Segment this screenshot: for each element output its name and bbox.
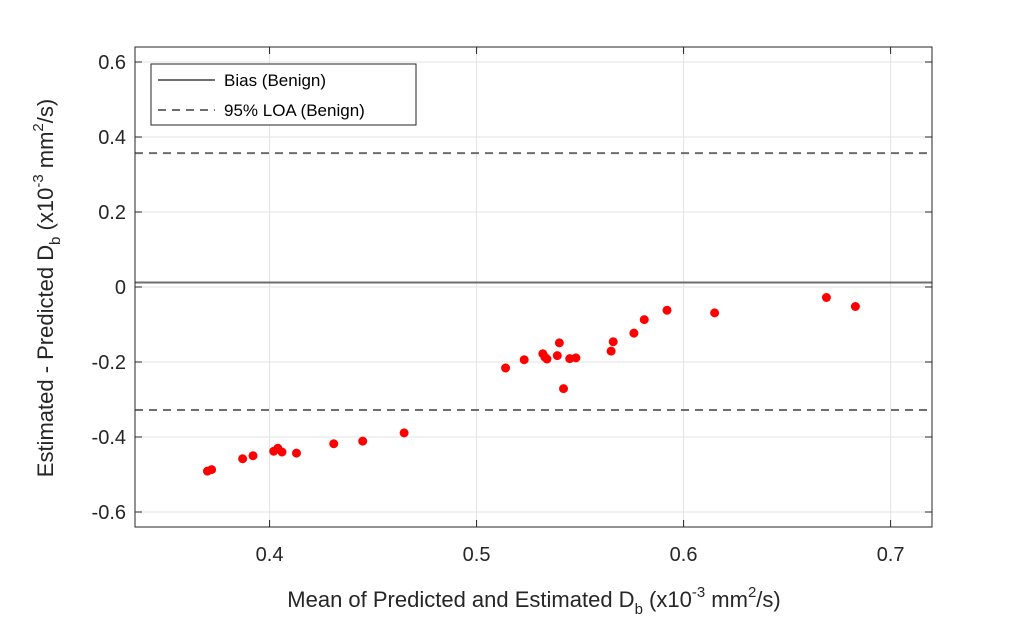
data-point-24 <box>639 315 649 325</box>
data-point-6 <box>277 447 287 457</box>
x-tick-label-0: 0.4 <box>256 544 284 566</box>
y-axis-ticks: -0.6 -0.4 -0.2 0 0.2 0.4 0.6 <box>92 52 932 524</box>
y-tick-label-6: 0.6 <box>98 52 126 74</box>
x-axis-ticks: 0.4 0.5 0.6 0.7 <box>256 47 905 566</box>
data-point-20 <box>571 353 581 363</box>
y-tick-label-4: 0.2 <box>98 202 126 224</box>
legend-label-bias: Bias (Benign) <box>224 71 326 90</box>
y-tick-label-0: -0.6 <box>92 502 126 524</box>
y-tick-label-1: -0.4 <box>92 427 126 449</box>
legend-label-loa: 95% LOA (Benign) <box>224 101 365 120</box>
data-point-23 <box>629 328 639 338</box>
data-point-21 <box>606 346 616 356</box>
data-point-15 <box>542 354 552 364</box>
reference-lines <box>135 152 932 411</box>
data-point-7 <box>291 448 301 458</box>
data-point-16 <box>552 351 562 361</box>
data-point-25 <box>662 305 672 315</box>
data-point-27 <box>821 293 831 302</box>
data-point-18 <box>559 384 569 394</box>
data-point-11 <box>501 363 511 373</box>
x-tick-label-2: 0.6 <box>670 544 698 566</box>
data-point-26 <box>710 308 720 318</box>
data-point-1 <box>207 465 217 475</box>
legend-box <box>150 63 417 126</box>
legend: Bias (Benign) 95% LOA (Benign) <box>150 63 417 126</box>
data-point-3 <box>248 451 258 461</box>
y-tick-label-5: 0.4 <box>98 127 126 149</box>
y-axis-label: Estimated - Predicted Db (x10-3 mm2/s) <box>30 99 64 477</box>
data-point-2 <box>238 454 248 464</box>
y-tick-label-2: -0.2 <box>92 352 126 374</box>
data-point-10 <box>399 428 409 438</box>
data-point-12 <box>519 355 529 365</box>
y-tick-label-3: 0 <box>115 277 126 299</box>
data-points <box>202 293 860 476</box>
data-point-9 <box>358 436 368 446</box>
data-point-8 <box>329 439 339 449</box>
x-tick-label-3: 0.7 <box>877 544 905 566</box>
data-point-28 <box>850 302 860 311</box>
grid <box>135 47 932 527</box>
x-axis-label: Mean of Predicted and Estimated Db (x10-… <box>287 584 780 618</box>
data-point-17 <box>554 338 564 348</box>
data-point-22 <box>608 337 618 347</box>
x-tick-label-1: 0.5 <box>463 544 491 566</box>
